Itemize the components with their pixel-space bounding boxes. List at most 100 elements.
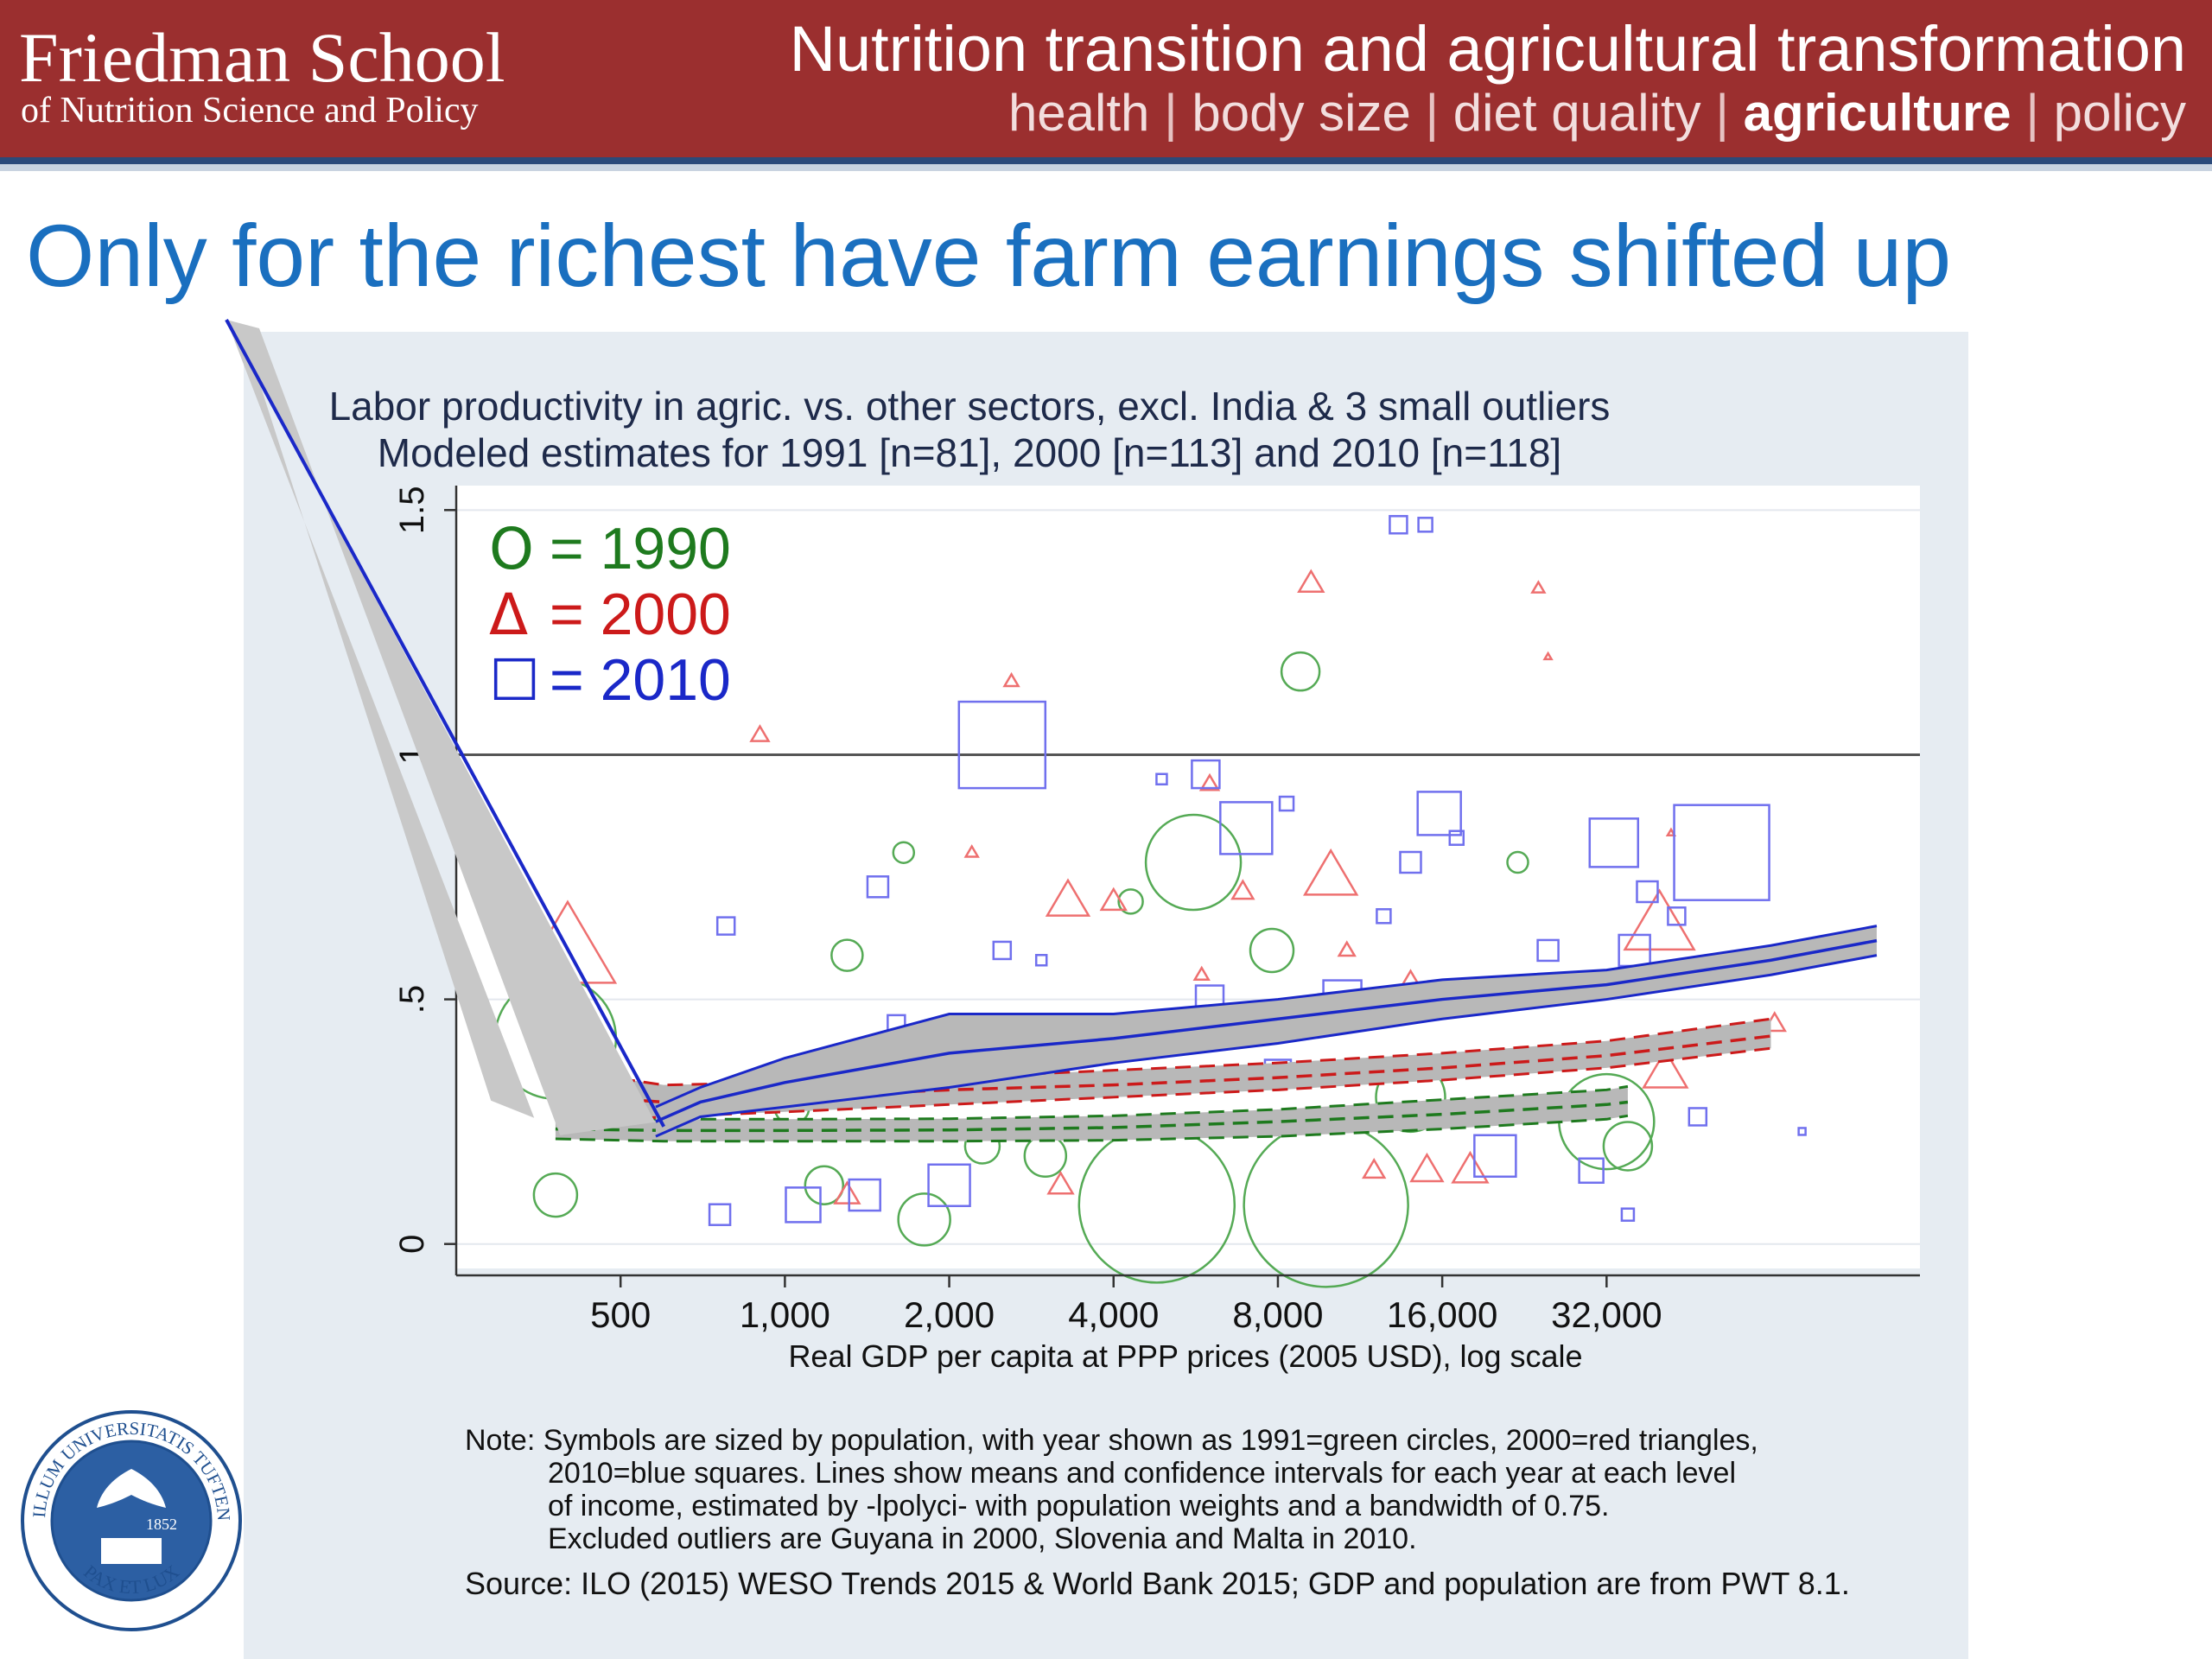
fit-line-2000-upper — [595, 1017, 1771, 1087]
note-line: of income, estimated by -lpolyci- with p… — [548, 1490, 1610, 1522]
data-point-triangle — [1530, 580, 1547, 594]
data-point-square — [848, 1178, 881, 1212]
callout-wedge — [226, 320, 656, 1135]
data-point-square — [1636, 880, 1659, 904]
data-point-circle — [1602, 1121, 1654, 1172]
confidence-band-1990 — [555, 1086, 1628, 1141]
data-point-square — [1473, 1134, 1517, 1179]
data-point-triangle — [1302, 848, 1359, 896]
data-point-circle — [532, 1172, 579, 1218]
university-seal: SIGILLUM UNIVERSITATIS TUFTENSIS PAX ET … — [19, 1408, 242, 1631]
note-line: 2010=blue squares. Lines show means and … — [548, 1457, 1737, 1490]
data-point-triangle — [1046, 1170, 1075, 1195]
data-point-square — [785, 1186, 822, 1224]
data-point-triangle — [1045, 878, 1091, 917]
data-point-square — [1278, 795, 1295, 812]
data-point-triangle — [1409, 1152, 1445, 1183]
data-point-square — [1417, 517, 1433, 533]
note-line: Excluded outliers are Guyana in 2000, Sl… — [548, 1522, 1417, 1555]
data-point-square — [1155, 772, 1168, 785]
data-point-circle — [1117, 888, 1144, 915]
legend-label: = 1990 — [550, 516, 731, 582]
confidence-bands — [555, 925, 1878, 1143]
data-point-triangle — [1198, 772, 1221, 791]
data-point-square — [715, 916, 736, 936]
data-point-square — [1667, 906, 1687, 926]
data-point-circle — [892, 841, 916, 864]
callout-wedge — [226, 320, 535, 1118]
data-point-square — [1399, 850, 1422, 874]
fit-line-2010-mean — [655, 938, 1878, 1123]
legend-symbol: ☐ — [489, 647, 540, 714]
x-tick-label: 4,000 — [1068, 1294, 1159, 1335]
data-point-square — [1588, 817, 1640, 868]
data-point-square — [957, 700, 1047, 790]
callout-line — [225, 319, 665, 1128]
data-point-triangle — [963, 844, 980, 858]
data-point-circle — [830, 938, 864, 972]
data-point-square — [1034, 954, 1048, 967]
presentation-title: Nutrition transition and agricultural tr… — [789, 13, 2186, 85]
fit-line-2010-lower — [655, 954, 1878, 1138]
nav-item-health: health — [1007, 84, 1150, 142]
data-point-square — [1673, 804, 1770, 901]
slide-title: Only for the richest have farm earnings … — [26, 207, 1952, 305]
data-point-square — [708, 1203, 732, 1226]
nav-item-diet-quality: diet quality — [1452, 84, 1701, 142]
data-point-triangle — [1542, 651, 1554, 661]
confidence-band-2000 — [595, 1019, 1771, 1122]
header-divider — [0, 157, 2212, 164]
nav-separator: | — [2025, 84, 2039, 142]
school-logo-subtitle: of Nutrition Science and Policy — [21, 91, 479, 130]
data-point-triangle — [1665, 827, 1677, 837]
data-point-square — [1536, 938, 1560, 963]
y-tick-label: 0 — [393, 1235, 431, 1254]
x-tick-label: 32,000 — [1551, 1294, 1662, 1335]
legend: O = 1990 Δ = 2000☐ = 2010 — [489, 516, 731, 714]
data-point-square — [1191, 759, 1221, 790]
dove-icon — [97, 1469, 166, 1508]
legend-symbol: O — [489, 516, 534, 582]
data-point-square — [1620, 1207, 1636, 1222]
x-tick-label: 1,000 — [740, 1294, 830, 1335]
book-icon — [101, 1538, 162, 1564]
data-point-square — [927, 1163, 971, 1207]
legend-label: = 2000 — [550, 582, 731, 647]
data-point-square — [1448, 830, 1465, 846]
data-point-triangle — [1337, 940, 1357, 957]
confidence-band-2010 — [655, 925, 1877, 1137]
data-point-circle — [1506, 850, 1529, 874]
x-axis-label: Real GDP per capita at PPP prices (2005 … — [788, 1338, 1582, 1374]
data-point-triangle — [1451, 1150, 1490, 1184]
x-tick-label: 2,000 — [904, 1294, 995, 1335]
data-point-triangle — [1623, 888, 1696, 951]
data-point-square — [1578, 1157, 1605, 1184]
data-point-triangle — [1230, 879, 1255, 900]
fit-line-1990-mean — [555, 1100, 1629, 1133]
data-point-circle — [804, 1165, 845, 1205]
data-point-triangle — [1002, 671, 1020, 688]
x-tick-label: 8,000 — [1232, 1294, 1323, 1335]
data-point-square — [992, 940, 1013, 961]
chart-title: Labor productivity in agric. vs. other s… — [329, 384, 1611, 429]
legend-label: = 2010 — [550, 647, 731, 713]
chart-source: Source: ILO (2015) WESO Trends 2015 & Wo… — [465, 1566, 1850, 1601]
y-tick-label: .5 — [393, 985, 431, 1014]
data-point-square — [866, 875, 890, 899]
data-point-triangle — [1642, 1048, 1689, 1089]
data-point-triangle — [749, 724, 771, 742]
nav-separator: | — [1164, 84, 1178, 142]
axes — [454, 486, 1920, 1277]
data-point-triangle — [1192, 965, 1211, 981]
callout-arrow — [225, 319, 665, 1135]
seal-year: 1852 — [146, 1516, 177, 1533]
data-point-triangle — [833, 1180, 861, 1205]
y-tick-label: 1.5 — [393, 486, 431, 535]
nav-item-agriculture: agriculture — [1743, 84, 2012, 142]
section-breadcrumb: health | body size | diet quality | agri… — [1008, 83, 2186, 143]
nav-item-body-size: body size — [1192, 84, 1411, 142]
data-point-circle — [897, 1192, 951, 1247]
data-point-square — [1797, 1127, 1807, 1136]
school-logo-name: Friedman School — [19, 18, 505, 97]
